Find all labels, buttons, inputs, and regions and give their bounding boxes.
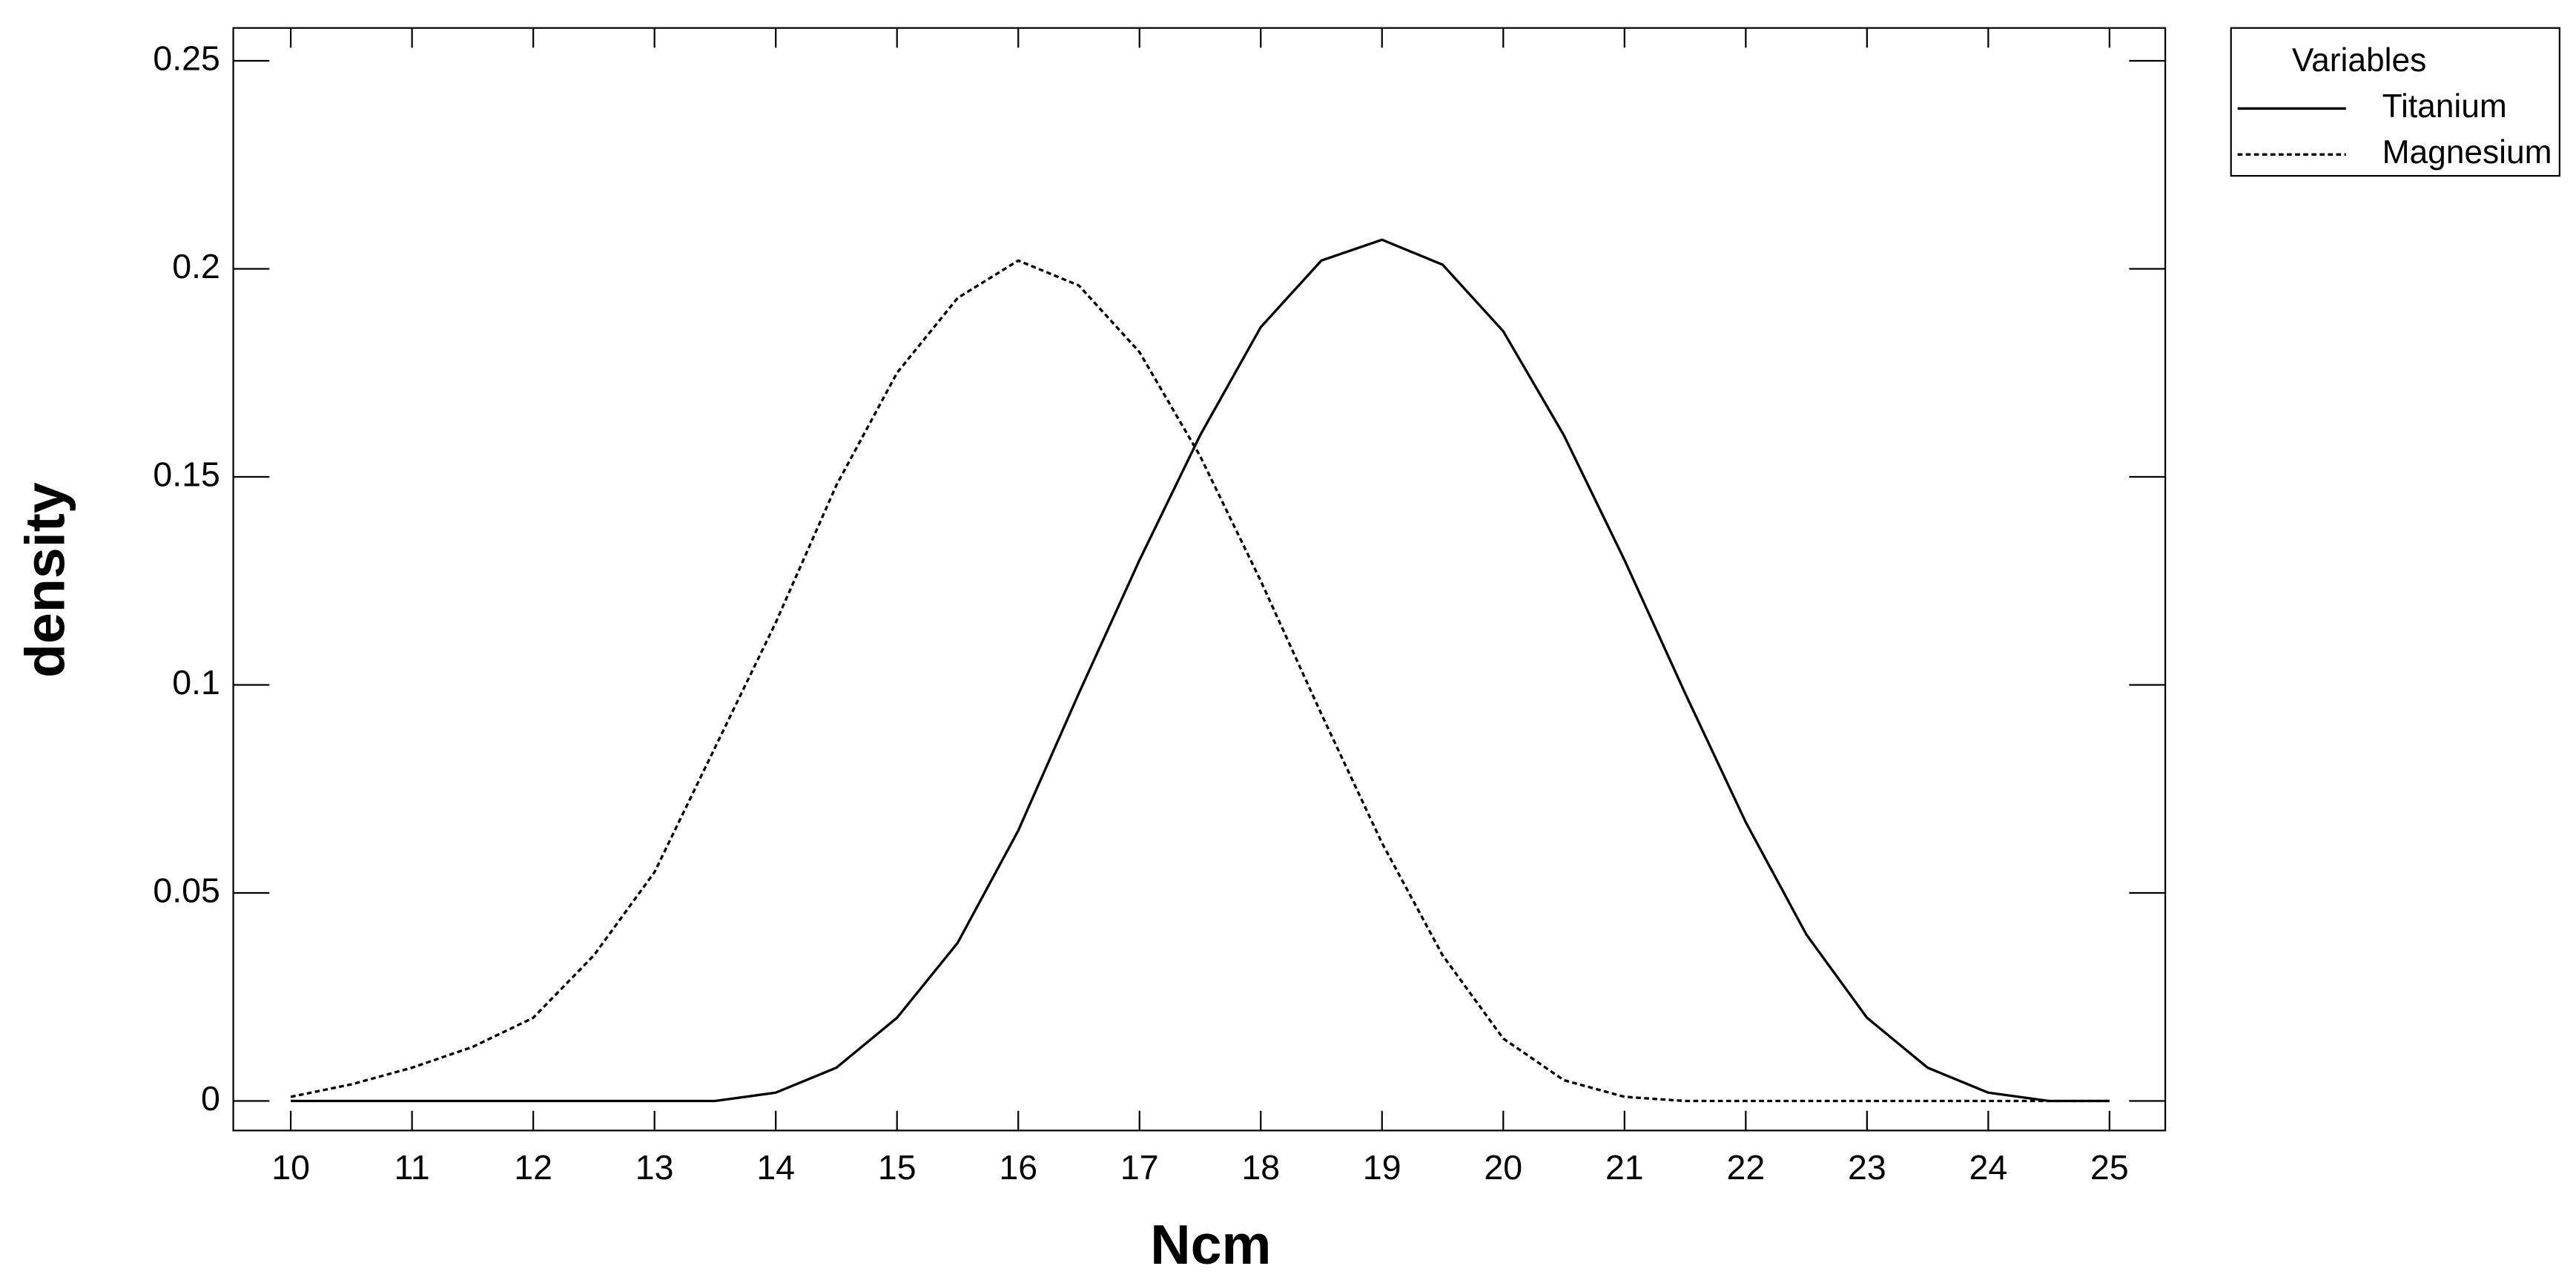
x-tick-label: 24 <box>1969 1148 2007 1187</box>
x-tick-label: 19 <box>1363 1148 1401 1187</box>
x-tick-label: 21 <box>1605 1148 1644 1187</box>
x-tick-label: 12 <box>514 1148 552 1187</box>
x-tick-label: 15 <box>878 1148 917 1187</box>
y-tick-label: 0.25 <box>153 39 220 77</box>
y-tick-label: 0 <box>201 1079 220 1118</box>
legend-box <box>2230 27 2560 177</box>
plot-frame <box>232 27 2167 1132</box>
y-axis-title: density <box>13 482 76 678</box>
series-line <box>291 238 2110 1103</box>
x-tick-label: 25 <box>2090 1148 2129 1187</box>
x-axis-title: Ncm <box>1150 1213 1271 1276</box>
x-tick-label: 18 <box>1241 1148 1280 1187</box>
x-tick-label: 13 <box>635 1148 674 1187</box>
x-tick-label: 16 <box>999 1148 1037 1187</box>
x-tick-label: 14 <box>756 1148 795 1187</box>
legend-label: Magnesium <box>2382 134 2552 171</box>
legend-title: Variables <box>2292 42 2426 79</box>
x-tick-label: 20 <box>1484 1148 1522 1187</box>
x-tick-label: 22 <box>1726 1148 1765 1187</box>
x-tick-label: 11 <box>394 1148 429 1187</box>
x-tick-label: 10 <box>271 1148 310 1187</box>
x-tick-label: 17 <box>1120 1148 1159 1187</box>
x-tick-label: 23 <box>1848 1148 1886 1187</box>
legend-label: Titanium <box>2382 88 2507 125</box>
y-tick-label: 0.15 <box>153 455 220 493</box>
y-tick-label: 0.1 <box>172 663 220 702</box>
y-tick-label: 0.05 <box>153 871 220 909</box>
y-tick-label: 0.2 <box>172 247 220 286</box>
